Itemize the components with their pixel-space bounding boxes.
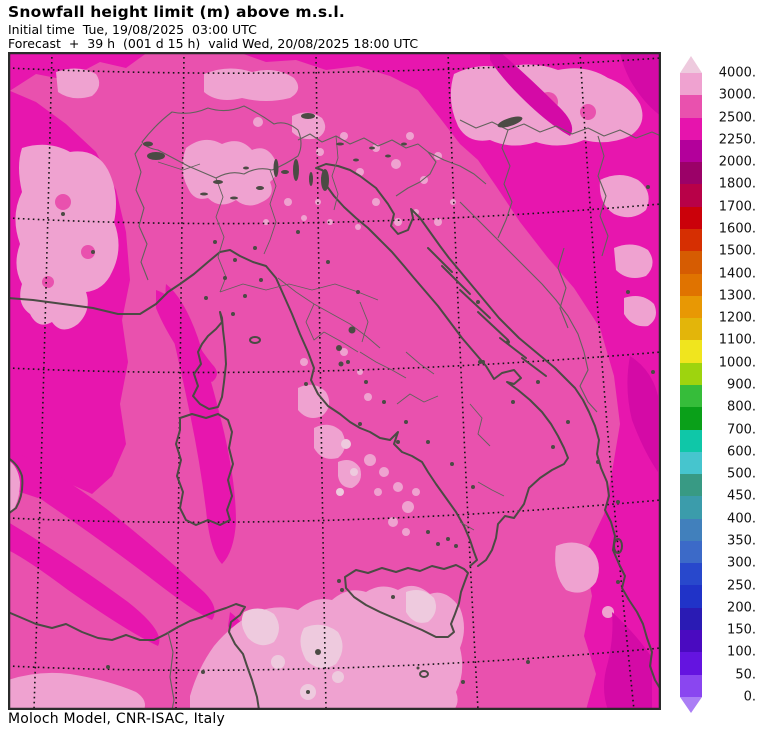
legend-value-label: 450. [727, 488, 756, 504]
legend-value-label: 1000. [718, 355, 756, 371]
legend-segment [680, 407, 702, 430]
legend-value-label: 100. [727, 644, 756, 660]
legend-value-label: 2000. [718, 154, 756, 170]
colorbar-legend: 4000. 3000. 2500. 2250. 2000. 1800. 1700. 1600.… [668, 52, 760, 731]
forecast-valid-line: Forecast + 39 h (001 d 15 h) valid Wed, … [8, 36, 419, 51]
legend-segment [680, 451, 702, 475]
graticule-lines [8, 52, 661, 710]
legend-segment [680, 585, 702, 608]
legend-value-label: 1400. [718, 266, 756, 282]
country-borders [134, 105, 661, 710]
legend-segment [680, 652, 702, 675]
legend-segment [680, 162, 702, 185]
legend-value-label: 3000. [718, 87, 756, 103]
legend-value-label: 900. [727, 377, 756, 393]
coastlines [8, 163, 661, 710]
band-core-regions [490, 52, 661, 710]
legend-segment [680, 117, 702, 140]
legend-value-label: 2250. [718, 132, 756, 148]
legend-segment [680, 474, 702, 497]
legend-color-bar [680, 73, 702, 697]
legend-segment [680, 295, 702, 319]
lakes-and-dots [61, 113, 655, 694]
legend-segment [680, 73, 702, 96]
legend-value-label: 300. [727, 555, 756, 571]
legend-value-label: 4000. [718, 65, 756, 81]
legend-segment [680, 518, 702, 541]
legend-value-label: 200. [727, 600, 756, 616]
legend-segment [680, 384, 702, 408]
legend-value-label: 1700. [718, 199, 756, 215]
legend-value-label: 350. [727, 533, 756, 549]
legend-value-label: 150. [727, 622, 756, 638]
legend-value-label: 400. [727, 511, 756, 527]
legend-value-label: 1600. [718, 221, 756, 237]
map-frame [8, 52, 661, 710]
legend-value-label: 1500. [718, 243, 756, 259]
band-pale-regions [241, 439, 436, 700]
legend-segment [680, 340, 702, 363]
legend-segment [680, 674, 702, 697]
legend-value-label: 500. [727, 466, 756, 482]
legend-segment [680, 540, 702, 564]
legend-value-label: 50. [735, 667, 756, 683]
legend-segment [680, 429, 702, 452]
legend-value-label: 1100. [718, 332, 756, 348]
legend-segment [680, 228, 702, 252]
legend-segment [680, 362, 702, 385]
page-title: Snowfall height limit (m) above m.s.l. [8, 3, 345, 21]
legend-segment [680, 251, 702, 274]
initial-time-line: Initial time Tue, 19/08/2025 03:00 UTC [8, 22, 257, 37]
legend-segment [680, 206, 702, 229]
legend-above-max-arrow [680, 56, 702, 73]
legend-value-label: 0. [743, 689, 756, 705]
legend-segment [680, 184, 702, 207]
legend-below-min-arrow [680, 697, 702, 713]
legend-segment [680, 318, 702, 341]
legend-value-label: 1300. [718, 288, 756, 304]
model-credit: Moloch Model, CNR-ISAC, Italy [8, 711, 225, 727]
legend-segment [680, 563, 702, 586]
legend-segment [680, 273, 702, 296]
snowfall-map-svg [8, 52, 661, 710]
legend-value-label: 800. [727, 399, 756, 415]
legend-segment [680, 630, 702, 653]
legend-segment [680, 95, 702, 118]
legend-segment [680, 139, 702, 163]
legend-segment [680, 496, 702, 519]
legend-value-label: 1200. [718, 310, 756, 326]
map-canvas [8, 52, 661, 710]
legend-value-label: 250. [727, 578, 756, 594]
legend-value-label: 700. [727, 422, 756, 438]
legend-segment [680, 607, 702, 631]
legend-value-label: 2500. [718, 110, 756, 126]
legend-value-label: 600. [727, 444, 756, 460]
legend-value-label: 1800. [718, 176, 756, 192]
